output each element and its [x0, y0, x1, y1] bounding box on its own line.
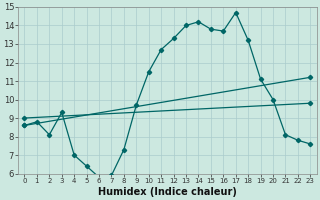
- X-axis label: Humidex (Indice chaleur): Humidex (Indice chaleur): [98, 187, 237, 197]
